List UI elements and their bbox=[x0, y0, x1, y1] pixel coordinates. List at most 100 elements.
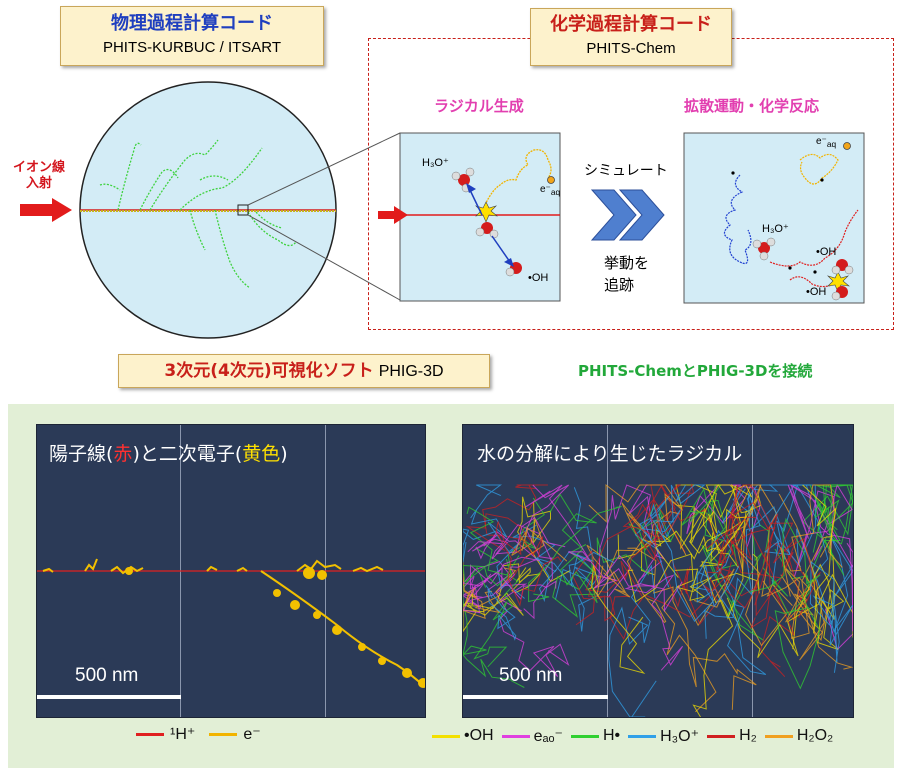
radical-track bbox=[683, 562, 759, 625]
legend-swatch bbox=[432, 734, 460, 738]
radical-track bbox=[627, 547, 757, 710]
oh-label-right-1: •OH bbox=[816, 246, 837, 258]
legend-swatch bbox=[136, 732, 164, 736]
radical-track bbox=[552, 552, 595, 618]
radical-track bbox=[628, 484, 663, 584]
radical-track bbox=[691, 483, 762, 563]
track-label: 挙動を 追跡 bbox=[604, 252, 649, 296]
legend-label: H₂O₂ bbox=[796, 727, 834, 744]
oh-label-right-2: •OH bbox=[806, 286, 827, 298]
ion-beam-label: イオン線 入射 bbox=[4, 160, 74, 192]
radical-track bbox=[634, 495, 682, 588]
radical-track bbox=[755, 537, 816, 618]
oh-label: •OH bbox=[528, 272, 549, 284]
legend-label: e⁻ bbox=[243, 726, 261, 743]
radical-track bbox=[787, 484, 853, 632]
radical-track bbox=[690, 529, 767, 675]
scale-label-left: 500 nm bbox=[75, 665, 139, 686]
radical-track bbox=[463, 506, 510, 587]
legend-item-oh: •OH bbox=[432, 727, 494, 745]
ion-beam-arrow bbox=[20, 198, 72, 222]
legend-item-h: H• bbox=[570, 727, 621, 745]
legend-right: •OH eₐₒ⁻ H• H₃O⁺ H₂ H₂O₂ bbox=[432, 726, 833, 746]
top-diagram bbox=[20, 81, 865, 339]
radical-track bbox=[495, 516, 566, 620]
legend-item-h2: H₂ bbox=[707, 727, 757, 745]
connect-label: PHITS-ChemとPHIG-3Dを接続 bbox=[578, 362, 813, 380]
radical-track bbox=[794, 571, 853, 670]
legend-left: ¹H⁺ e⁻ bbox=[136, 724, 261, 744]
chemistry-code-title: 化学過程計算コード bbox=[550, 14, 712, 35]
legend-item-proton: ¹H⁺ bbox=[136, 724, 195, 744]
radical-track bbox=[598, 484, 666, 598]
track-line1: 挙動を bbox=[604, 254, 650, 272]
legend-item-electron: e⁻ bbox=[209, 724, 261, 744]
title-yellow: 黄色 bbox=[242, 443, 281, 465]
legend-swatch bbox=[501, 734, 530, 738]
legend-swatch bbox=[764, 734, 793, 738]
radical-track bbox=[701, 524, 764, 641]
physics-code-title: 物理過程計算コード bbox=[111, 13, 273, 34]
radical-track bbox=[727, 484, 778, 597]
radical-generation-label: ラジカル生成 bbox=[434, 97, 524, 115]
h3o-label-right: H₃O⁺ bbox=[762, 223, 789, 235]
radical-track bbox=[730, 484, 799, 606]
radical-track bbox=[485, 585, 517, 641]
ion-beam-line2: 入射 bbox=[25, 176, 52, 191]
radical-track bbox=[463, 528, 496, 563]
radical-plot bbox=[463, 483, 853, 717]
h3o-label: H₃O⁺ bbox=[422, 157, 449, 169]
legend-label: H• bbox=[602, 727, 621, 744]
radical-track bbox=[706, 514, 778, 584]
radical-track bbox=[624, 574, 684, 671]
proton-panel-title: 陽子線(赤)と二次電子(黄色) bbox=[49, 439, 288, 466]
scale-bar-left bbox=[37, 695, 181, 699]
chemistry-code-label: 化学過程計算コード PHITS-Chem bbox=[530, 8, 732, 66]
legend-item-h3o: H₃O⁺ bbox=[628, 726, 699, 746]
title-part3: ) bbox=[280, 443, 288, 465]
radical-track bbox=[692, 540, 734, 717]
ion-beam-line1: イオン線 bbox=[12, 160, 65, 175]
radical-track bbox=[549, 493, 598, 604]
simulate-label: シミュレート bbox=[584, 163, 668, 179]
radical-track bbox=[748, 517, 821, 690]
legend-label: H₂ bbox=[739, 727, 757, 744]
radical-track bbox=[766, 535, 834, 639]
radical-generation-panel bbox=[399, 132, 561, 302]
viz-software-label: 3次元(4次元)可視化ソフト PHIG-3D bbox=[118, 354, 490, 388]
radical-track bbox=[495, 521, 562, 607]
radical-panel: 水の分解により生じたラジカル 500 nm bbox=[462, 424, 854, 718]
diffusion-panel bbox=[683, 132, 865, 304]
radical-track bbox=[463, 566, 525, 688]
legend-item-eaq: eₐₒ⁻ bbox=[501, 726, 563, 746]
radical-track bbox=[495, 578, 570, 677]
title-part2: )と二次電子( bbox=[132, 443, 243, 465]
eaq-symbol: e⁻ bbox=[540, 184, 551, 195]
radical-track bbox=[463, 556, 557, 614]
legend-label: eₐₒ⁻ bbox=[533, 728, 563, 745]
proton-track-panel: 陽子線(赤)と二次電子(黄色) 500 nm bbox=[36, 424, 426, 718]
title-red: 赤 bbox=[113, 443, 133, 465]
proton-track-plot bbox=[37, 558, 425, 688]
eaq-sub: aq bbox=[550, 187, 561, 197]
radical-track bbox=[809, 484, 846, 576]
legend-swatch bbox=[628, 734, 657, 738]
radical-track bbox=[470, 531, 538, 601]
simulate-chevrons bbox=[590, 189, 665, 241]
radical-track bbox=[534, 487, 615, 588]
radical-track bbox=[572, 550, 616, 626]
radical-track bbox=[463, 587, 524, 633]
viz-title-suffix: PHIG-3D bbox=[378, 363, 444, 380]
radical-track bbox=[735, 484, 788, 647]
legend-label: •OH bbox=[464, 727, 494, 744]
physics-code-subtitle: PHITS-KURBUC / ITSART bbox=[102, 39, 282, 56]
radical-track bbox=[588, 483, 687, 556]
radical-track bbox=[596, 565, 631, 598]
radical-track bbox=[525, 484, 656, 590]
legend-label: ¹H⁺ bbox=[170, 726, 196, 743]
radical-track bbox=[642, 498, 689, 608]
diffusion-label: 拡散運動・化学反応 bbox=[684, 97, 820, 115]
legend-label: H₃O⁺ bbox=[660, 728, 700, 745]
chemistry-code-subtitle: PHITS-Chem bbox=[586, 40, 676, 57]
scale-label-right: 500 nm bbox=[499, 665, 563, 686]
